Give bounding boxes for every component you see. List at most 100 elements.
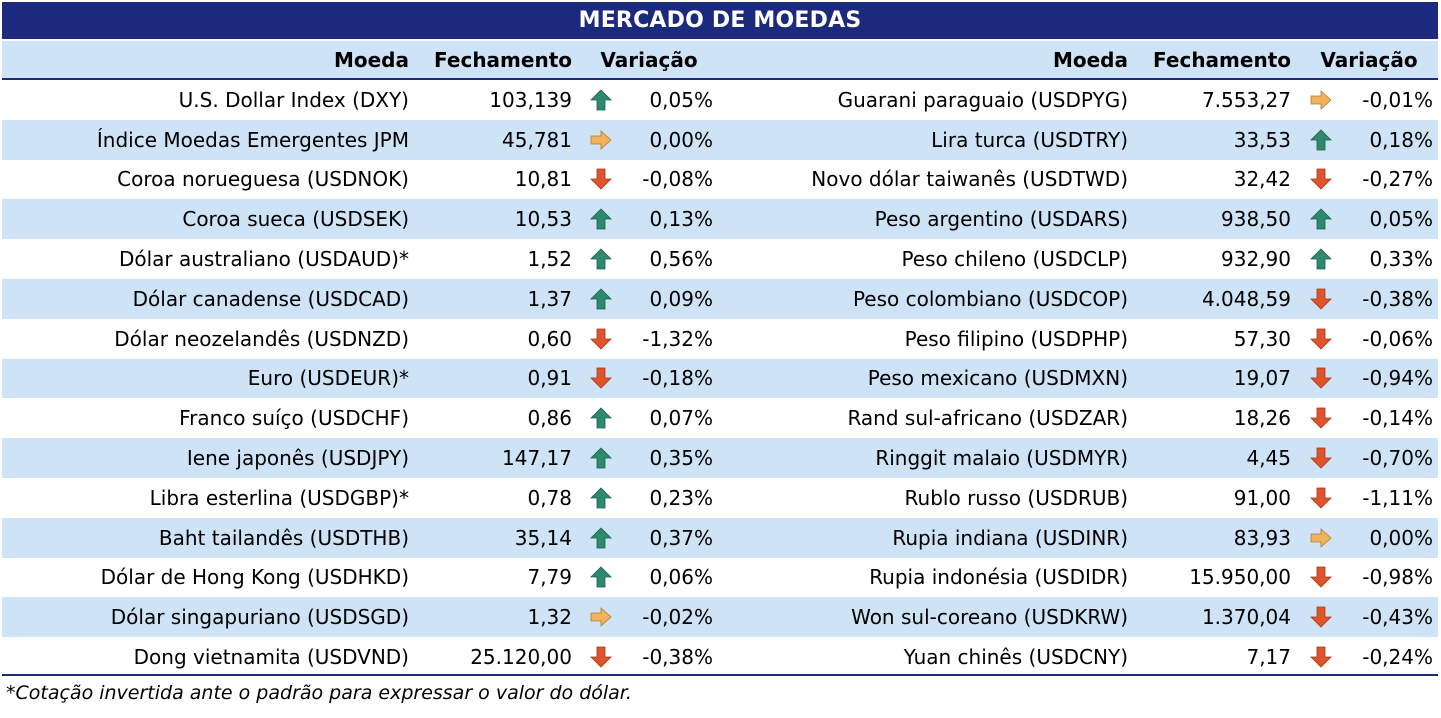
table-row: Dong vietnamita (USDVND) 25.120,00 -0,38% Y… bbox=[2, 637, 1438, 677]
closing-value: 18,26 bbox=[1233, 406, 1291, 431]
change-value: -0,94% bbox=[1362, 366, 1433, 391]
change-value: -0,38% bbox=[642, 645, 713, 670]
change-value: 0,07% bbox=[649, 406, 713, 431]
arrow-up-icon bbox=[1304, 199, 1338, 239]
header-currency-left: Moeda bbox=[333, 47, 409, 72]
change-value: -0,70% bbox=[1362, 446, 1433, 471]
change-value: -0,18% bbox=[642, 366, 713, 391]
arrow-up-icon bbox=[584, 80, 618, 120]
arrow-up-icon bbox=[584, 279, 618, 319]
arrow-up-icon bbox=[1304, 239, 1338, 279]
closing-value: 7,17 bbox=[1246, 645, 1291, 670]
closing-value: 91,00 bbox=[1233, 485, 1291, 510]
change-value: -0,14% bbox=[1362, 406, 1433, 431]
closing-value: 57,30 bbox=[1233, 326, 1291, 351]
currency-name: Rand sul-africano (USDZAR) bbox=[847, 406, 1128, 431]
closing-value: 33,53 bbox=[1233, 127, 1291, 152]
table-title: MERCADO DE MOEDAS bbox=[2, 2, 1438, 39]
closing-value: 19,07 bbox=[1233, 366, 1291, 391]
currency-name: Libra esterlina (USDGBP)* bbox=[149, 485, 409, 510]
arrow-down-icon bbox=[1304, 637, 1338, 677]
currency-name: Coroa norueguesa (USDNOK) bbox=[117, 167, 409, 192]
closing-value: 10,53 bbox=[514, 207, 572, 232]
change-value: 0,23% bbox=[649, 485, 713, 510]
change-value: 0,05% bbox=[1369, 207, 1433, 232]
change-value: -0,98% bbox=[1362, 565, 1433, 590]
currency-name: Peso mexicano (USDMXN) bbox=[867, 366, 1128, 391]
arrow-up-icon bbox=[584, 438, 618, 478]
currency-name: Euro (USDEUR)* bbox=[247, 366, 409, 391]
arrow-down-icon bbox=[1304, 597, 1338, 637]
closing-value: 15.950,00 bbox=[1189, 565, 1291, 590]
closing-value: 0,60 bbox=[527, 326, 572, 351]
currency-name: Peso colombiano (USDCOP) bbox=[852, 286, 1128, 311]
table-header: Moeda Fechamento Variação Moeda Fechamen… bbox=[2, 41, 1438, 80]
closing-value: 35,14 bbox=[514, 525, 572, 550]
table-bottom-rule bbox=[2, 674, 1438, 676]
arrow-down-icon bbox=[1304, 160, 1338, 200]
closing-value: 147,17 bbox=[502, 446, 572, 471]
change-value: 0,35% bbox=[649, 446, 713, 471]
arrow-down-icon bbox=[584, 319, 618, 359]
currency-name: Novo dólar taiwanês (USDTWD) bbox=[811, 167, 1128, 192]
table-row: Coroa norueguesa (USDNOK) 10,81 -0,08% Novo… bbox=[2, 160, 1438, 200]
header-close-right: Fechamento bbox=[1153, 47, 1291, 72]
header-change-left: Variação bbox=[600, 47, 698, 72]
arrow-down-icon bbox=[1304, 478, 1338, 518]
currency-name: Coroa sueca (USDSEK) bbox=[182, 207, 409, 232]
currency-name: Peso chileno (USDCLP) bbox=[901, 247, 1128, 272]
table-row: Dólar canadense (USDCAD) 1,37 0,09% Peso co… bbox=[2, 279, 1438, 319]
footnote: *Cotação invertida ante o padrão para ex… bbox=[6, 682, 632, 704]
currency-name: Dólar neozelandês (USDNZD) bbox=[114, 326, 409, 351]
closing-value: 10,81 bbox=[514, 167, 572, 192]
arrow-down-icon bbox=[1304, 359, 1338, 399]
currency-name: Índice Moedas Emergentes JPM bbox=[96, 127, 409, 152]
currency-name: Iene japonês (USDJPY) bbox=[186, 446, 409, 471]
table-row: Dólar australiano (USDAUD)* 1,52 0,56% Peso… bbox=[2, 239, 1438, 279]
arrow-down-icon bbox=[1304, 279, 1338, 319]
arrow-right-icon bbox=[1304, 518, 1338, 558]
change-value: -1,11% bbox=[1362, 485, 1433, 510]
table-row: Libra esterlina (USDGBP)* 0,78 0,23% Rublo … bbox=[2, 478, 1438, 518]
arrow-up-icon bbox=[584, 518, 618, 558]
table-row: Franco suíço (USDCHF) 0,86 0,07% Rand sul-a… bbox=[2, 398, 1438, 438]
change-value: 0,00% bbox=[1369, 525, 1433, 550]
arrow-down-icon bbox=[584, 637, 618, 677]
arrow-down-icon bbox=[584, 160, 618, 200]
header-close-left: Fechamento bbox=[434, 47, 572, 72]
change-value: 0,05% bbox=[649, 87, 713, 112]
header-currency-right: Moeda bbox=[1052, 47, 1128, 72]
arrow-up-icon bbox=[584, 558, 618, 598]
closing-value: 45,781 bbox=[502, 127, 572, 152]
arrow-up-icon bbox=[1304, 120, 1338, 160]
table-row: Dólar neozelandês (USDNZD) 0,60 -1,32% Peso… bbox=[2, 319, 1438, 359]
closing-value: 32,42 bbox=[1233, 167, 1291, 192]
table-row: Iene japonês (USDJPY) 147,17 0,35% Ringgit … bbox=[2, 438, 1438, 478]
currency-name: Dong vietnamita (USDVND) bbox=[133, 645, 409, 670]
closing-value: 0,91 bbox=[527, 366, 572, 391]
arrow-down-icon bbox=[1304, 438, 1338, 478]
closing-value: 7.553,27 bbox=[1201, 87, 1291, 112]
change-value: 0,09% bbox=[649, 286, 713, 311]
closing-value: 0,78 bbox=[527, 485, 572, 510]
arrow-up-icon bbox=[584, 239, 618, 279]
currency-name: Rublo russo (USDRUB) bbox=[904, 485, 1128, 510]
closing-value: 4,45 bbox=[1246, 446, 1291, 471]
currency-name: Ringgit malaio (USDMYR) bbox=[875, 446, 1128, 471]
change-value: -0,01% bbox=[1362, 87, 1433, 112]
change-value: 0,37% bbox=[649, 525, 713, 550]
arrow-up-icon bbox=[584, 398, 618, 438]
arrow-right-icon bbox=[584, 120, 618, 160]
currency-name: Dólar australiano (USDAUD)* bbox=[118, 247, 409, 272]
change-value: 0,33% bbox=[1369, 247, 1433, 272]
change-value: 0,18% bbox=[1369, 127, 1433, 152]
currency-name: U.S. Dollar Index (DXY) bbox=[178, 87, 409, 112]
currency-name: Guarani paraguaio (USDPYG) bbox=[837, 87, 1128, 112]
closing-value: 938,50 bbox=[1221, 207, 1291, 232]
change-value: -1,32% bbox=[642, 326, 713, 351]
change-value: -0,24% bbox=[1362, 645, 1433, 670]
change-value: -0,08% bbox=[642, 167, 713, 192]
change-value: 0,56% bbox=[649, 247, 713, 272]
change-value: -0,38% bbox=[1362, 286, 1433, 311]
currency-name: Won sul-coreano (USDKRW) bbox=[851, 605, 1128, 630]
